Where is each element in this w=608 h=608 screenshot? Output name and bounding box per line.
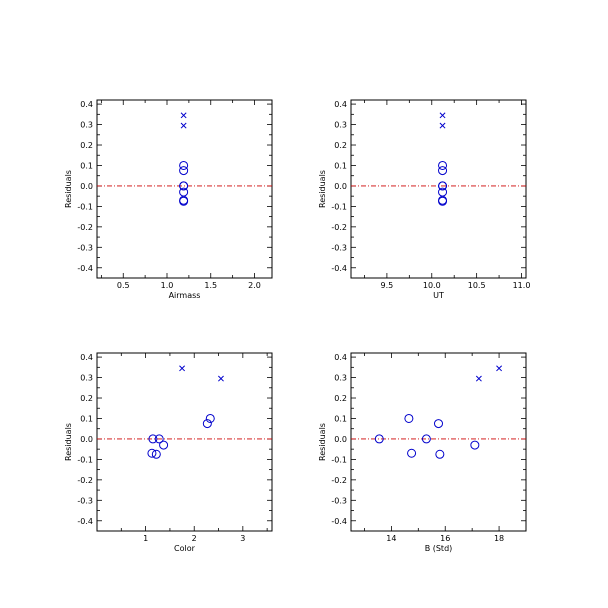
y-tick-label: 0.4	[334, 353, 347, 362]
y-axis-label: Residuals	[64, 423, 73, 461]
x-tick-label: 9.5	[381, 281, 394, 290]
y-tick-label: -0.2	[77, 223, 93, 232]
y-axis-label: Residuals	[64, 170, 73, 208]
y-tick-label: 0.0	[80, 182, 93, 191]
x-axis-label: Color	[174, 544, 196, 553]
data-point-cross	[180, 112, 187, 119]
plot-frame	[350, 352, 527, 532]
y-tick-label: -0.3	[77, 496, 93, 505]
x-axis-label: Airmass	[169, 291, 201, 300]
data-point-circle	[438, 160, 448, 170]
data-point-circle	[374, 434, 384, 444]
data-point-circle	[421, 434, 431, 444]
y-tick-label: -0.3	[331, 243, 347, 252]
plot-frame	[350, 99, 527, 279]
x-tick-label: 18	[494, 534, 504, 543]
y-tick-label: -0.3	[331, 496, 347, 505]
x-axis-label: UT	[433, 291, 444, 300]
data-point-circle	[147, 448, 157, 458]
data-point-cross	[439, 122, 446, 129]
scatter-panel-3: 0.4 0.3 0.2 0.1 0.0 -0.1 -0.2 -0.3 -0.4 1 2 3 Color R…	[64, 352, 273, 553]
data-point-circle	[434, 419, 443, 429]
y-tick-label: 0.3	[80, 121, 93, 130]
x-tick-label: 16	[440, 534, 450, 543]
y-tick-label: -0.3	[77, 243, 93, 252]
data-point-circle	[179, 181, 189, 191]
x-tick-label: 11.0	[513, 281, 531, 290]
data-point-circle	[179, 196, 189, 206]
x-tick-label: 2	[192, 534, 197, 543]
y-tick-label: -0.2	[77, 476, 93, 485]
x-tick-label: 10.0	[423, 281, 441, 290]
y-tick-label: 0.4	[80, 100, 93, 109]
plot-frame	[96, 99, 273, 279]
x-tick-label: 1.5	[204, 281, 217, 290]
data-point-cross	[218, 375, 224, 382]
plot-frame	[96, 352, 273, 532]
y-tick-label: 0.3	[80, 374, 93, 383]
x-tick-label: 0.5	[117, 281, 130, 290]
data-point-cross	[475, 375, 482, 382]
data-point-circle	[148, 434, 158, 444]
y-tick-label: 0.2	[80, 141, 93, 150]
y-tick-label: -0.4	[331, 517, 347, 526]
data-point-circle	[154, 434, 164, 444]
y-tick-label: 0.0	[334, 182, 347, 191]
y-tick-label: -0.4	[77, 517, 93, 526]
data-point-circle	[438, 166, 448, 176]
y-tick-label: -0.1	[331, 455, 347, 464]
data-point-cross	[179, 365, 186, 372]
y-axis-label: Residuals	[318, 170, 327, 208]
x-tick-label: 3	[240, 534, 245, 543]
data-point-circle	[438, 181, 448, 191]
data-point-circle	[179, 166, 189, 176]
y-tick-label: 0.2	[334, 141, 347, 150]
y-tick-label: 0.4	[334, 100, 347, 109]
data-point-circle	[179, 160, 189, 170]
y-tick-label: -0.1	[331, 202, 347, 211]
y-tick-label: -0.1	[77, 455, 93, 464]
y-tick-label: 0.1	[80, 414, 93, 423]
y-tick-label: 0.1	[334, 161, 347, 170]
scatter-panel-2: 0.4 0.3 0.2 0.1 0.0 -0.1 -0.2 -0.3 -0.4 9.5 10.0 10…	[318, 99, 531, 300]
y-tick-label: 0.0	[334, 435, 347, 444]
data-point-cross	[496, 365, 503, 372]
data-point-circle	[151, 449, 161, 459]
y-tick-label: 0.2	[334, 394, 347, 403]
x-tick-label: 1.0	[161, 281, 174, 290]
data-point-circle	[159, 440, 169, 450]
scatter-panel-1: 0.4 0.3 0.2 0.1 0.0 -0.1 -0.2 -0.3 -0.4 0.5 1.0 1.5…	[64, 99, 273, 300]
y-tick-label: -0.2	[331, 223, 347, 232]
data-point-circle	[470, 440, 480, 450]
data-point-circle	[407, 448, 417, 458]
y-axis-label: Residuals	[318, 423, 327, 461]
data-point-circle	[404, 413, 414, 423]
x-tick-label: 1	[143, 534, 148, 543]
y-tick-label: 0.0	[80, 435, 93, 444]
data-point-circle	[205, 413, 215, 423]
y-tick-label: 0.1	[80, 161, 93, 170]
y-tick-label: 0.1	[334, 414, 347, 423]
scatter-panel-4: 0.4 0.3 0.2 0.1 0.0 -0.1 -0.2 -0.3 -0.4 14 16 18 B (…	[318, 352, 527, 553]
y-tick-label: 0.3	[334, 374, 347, 383]
data-point-circle	[202, 419, 212, 429]
x-axis-label: B (Std)	[425, 544, 453, 553]
x-tick-label: 10.5	[468, 281, 486, 290]
x-tick-label: 14	[386, 534, 396, 543]
y-tick-label: -0.4	[331, 264, 347, 273]
x-tick-label: 2.0	[248, 281, 261, 290]
y-tick-label: -0.1	[77, 202, 93, 211]
data-point-circle	[438, 196, 448, 206]
y-tick-label: -0.4	[77, 264, 93, 273]
y-tick-label: 0.3	[334, 121, 347, 130]
data-point-cross	[180, 122, 187, 129]
data-point-cross	[439, 112, 446, 119]
data-point-circle	[435, 449, 445, 459]
y-tick-label: 0.4	[80, 353, 93, 362]
y-tick-label: -0.2	[331, 476, 347, 485]
y-tick-label: 0.2	[80, 394, 93, 403]
